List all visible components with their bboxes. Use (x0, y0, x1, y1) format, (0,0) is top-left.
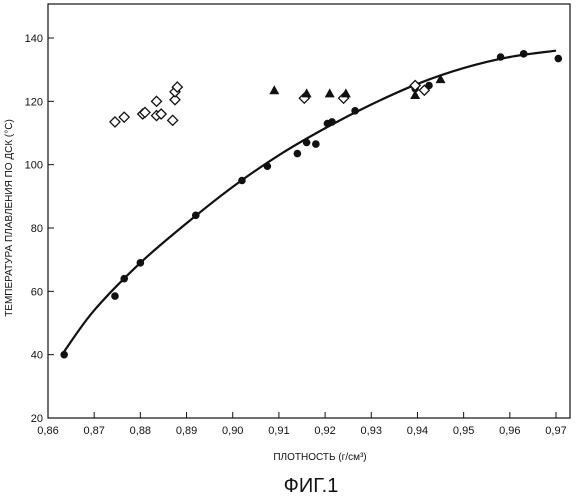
circle-point (351, 107, 359, 115)
y-tick-label: 40 (31, 350, 43, 362)
triangle-point (341, 88, 351, 97)
y-tick-label: 140 (25, 33, 43, 45)
circle-point (303, 139, 311, 147)
circle-point (555, 55, 563, 63)
triangle-point (325, 88, 335, 97)
y-tick-label: 80 (31, 223, 43, 235)
circle-point (60, 351, 68, 359)
y-axis-label: ТЕМПЕРАТУРА ПЛАВЛЕНИЯ ПО ДСК (°C) (4, 119, 15, 317)
circle-point (137, 259, 145, 267)
x-tick-label: 0,88 (130, 425, 151, 437)
circle-point (238, 177, 246, 185)
circle-point (294, 150, 302, 158)
circle-point (264, 162, 272, 170)
circle-point (312, 140, 320, 148)
plot-frame (48, 4, 570, 418)
y-axis-ticks: 20 40 60 80 100 120 140 (25, 33, 54, 425)
circle-point (328, 118, 336, 126)
x-tick-label: 0,91 (268, 425, 289, 437)
x-tick-label: 0,86 (37, 425, 58, 437)
diamond-point (119, 112, 129, 122)
circle-point (192, 212, 200, 220)
x-axis-ticks: 0,86 0,87 0,88 0,89 0,90 0,91 0,92 0,93 0,94 0,95… (37, 412, 566, 437)
triangle-point (302, 88, 312, 97)
circle-point (111, 292, 119, 300)
triangle-point (269, 85, 279, 94)
x-tick-label: 0,96 (499, 425, 520, 437)
x-tick-label: 0,97 (545, 425, 566, 437)
diamond-point (110, 117, 120, 127)
circle-point (497, 53, 505, 61)
x-tick-label: 0,89 (176, 425, 197, 437)
data-points (60, 50, 562, 358)
y-tick-label: 100 (25, 160, 43, 172)
triangle-point (410, 90, 420, 99)
x-axis-label: ПЛОТНОСТЬ (г/см³) (273, 452, 366, 463)
y-tick-label: 120 (25, 96, 43, 108)
x-tick-label: 0,90 (222, 425, 243, 437)
x-tick-label: 0,92 (314, 425, 335, 437)
x-tick-label: 0,95 (453, 425, 474, 437)
circle-point (520, 50, 528, 58)
x-tick-label: 0,93 (361, 425, 382, 437)
diamond-point (152, 96, 162, 106)
circle-point (120, 275, 128, 283)
x-tick-label: 0,87 (83, 425, 104, 437)
diamond-point (168, 115, 178, 125)
figure-label: ФИГ.1 (284, 475, 339, 497)
x-tick-label: 0,94 (407, 425, 428, 437)
y-tick-label: 20 (31, 413, 43, 425)
y-tick-label: 60 (31, 286, 43, 298)
